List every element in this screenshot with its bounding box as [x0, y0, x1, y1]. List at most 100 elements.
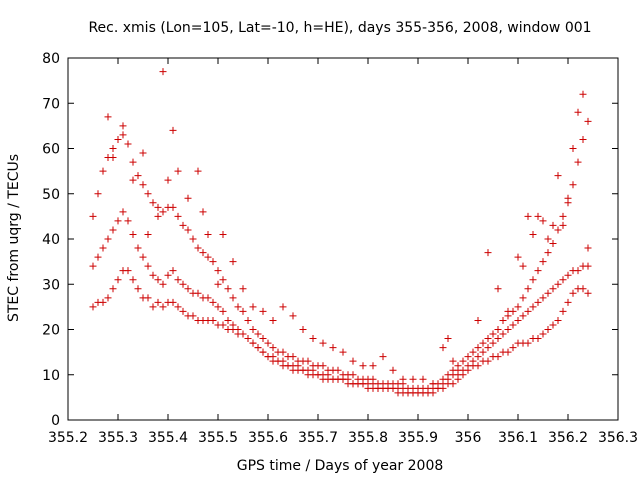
y-tick-label: 20 [42, 323, 60, 339]
data-points [89, 68, 592, 397]
data-point [174, 212, 182, 220]
data-point [124, 267, 132, 275]
data-point [349, 357, 357, 365]
data-point [149, 303, 157, 311]
data-point [184, 285, 192, 293]
data-point [564, 298, 572, 306]
data-point [559, 221, 567, 229]
data-point [129, 158, 137, 166]
y-tick-label: 70 [42, 96, 60, 112]
data-point [304, 357, 312, 365]
data-point [449, 366, 457, 374]
data-point [574, 108, 582, 116]
data-point [514, 303, 522, 311]
data-point [399, 375, 407, 383]
data-point [584, 262, 592, 270]
data-point [544, 289, 552, 297]
data-point [164, 271, 172, 279]
data-point [489, 330, 497, 338]
data-point [439, 344, 447, 352]
data-point [174, 167, 182, 175]
data-point [144, 294, 152, 302]
data-point [509, 344, 517, 352]
data-point [164, 176, 172, 184]
data-point [524, 212, 532, 220]
data-point [494, 326, 502, 333]
data-point [289, 353, 297, 361]
data-point [114, 135, 122, 143]
y-axis-label: STEC from uqrg / TECUs [6, 154, 22, 322]
x-tick-label: 356 [455, 430, 482, 446]
data-point [234, 326, 242, 333]
data-point [169, 298, 177, 306]
data-point [279, 303, 287, 311]
data-point [564, 271, 572, 279]
data-point [539, 258, 547, 266]
data-point [104, 235, 112, 243]
data-point [199, 208, 207, 216]
data-point [514, 253, 522, 261]
data-point [559, 276, 567, 284]
data-point [209, 316, 217, 324]
data-point [169, 267, 177, 275]
data-point [279, 348, 287, 356]
data-point [224, 316, 232, 324]
data-point [569, 145, 577, 152]
data-point [504, 307, 512, 315]
data-point [169, 126, 177, 134]
data-point [484, 335, 492, 343]
data-point [109, 154, 117, 162]
data-point [139, 181, 147, 189]
data-point [429, 380, 437, 388]
data-point [524, 285, 532, 293]
data-point [174, 276, 182, 284]
data-point [464, 362, 472, 370]
data-point [544, 249, 552, 257]
x-axis-label: GPS time / Days of year 2008 [237, 458, 444, 474]
data-point [134, 244, 142, 252]
data-point [144, 262, 152, 270]
data-point [299, 326, 307, 333]
data-point [479, 339, 487, 347]
data-point [179, 221, 187, 229]
data-point [269, 344, 277, 352]
data-point [519, 294, 527, 302]
data-point [229, 294, 237, 302]
data-point [454, 362, 462, 370]
x-tick-label: 355.2 [48, 430, 88, 446]
data-point [449, 357, 457, 365]
data-point [499, 330, 507, 338]
data-point [494, 285, 502, 293]
data-point [104, 113, 112, 121]
data-point [99, 167, 107, 175]
y-tick-label: 80 [42, 51, 60, 67]
data-point [569, 289, 577, 297]
x-tick-label: 356.2 [548, 430, 588, 446]
x-tick-label: 355.3 [98, 430, 138, 446]
data-point [584, 289, 592, 297]
data-point [189, 235, 197, 243]
data-point [159, 303, 167, 311]
data-point [469, 357, 477, 365]
data-point [554, 172, 562, 180]
data-point [534, 335, 542, 343]
data-point [154, 212, 162, 220]
data-point [529, 230, 537, 238]
y-tick-label: 50 [42, 187, 60, 203]
data-point [104, 294, 112, 302]
y-tick-labels: 0 10 20 30 40 50 60 70 80 [42, 51, 60, 429]
x-tick-label: 355.7 [298, 430, 338, 446]
data-point [229, 321, 237, 329]
data-point [134, 285, 142, 293]
data-point [259, 335, 267, 343]
data-point [249, 339, 257, 347]
data-point [369, 375, 377, 383]
data-point [154, 276, 162, 284]
data-point [569, 181, 577, 189]
data-point [184, 226, 192, 234]
data-point [124, 217, 132, 225]
data-point [99, 298, 107, 306]
data-point [219, 230, 227, 238]
y-tick-label: 0 [51, 413, 60, 429]
x-tick-label: 356.1 [498, 430, 538, 446]
